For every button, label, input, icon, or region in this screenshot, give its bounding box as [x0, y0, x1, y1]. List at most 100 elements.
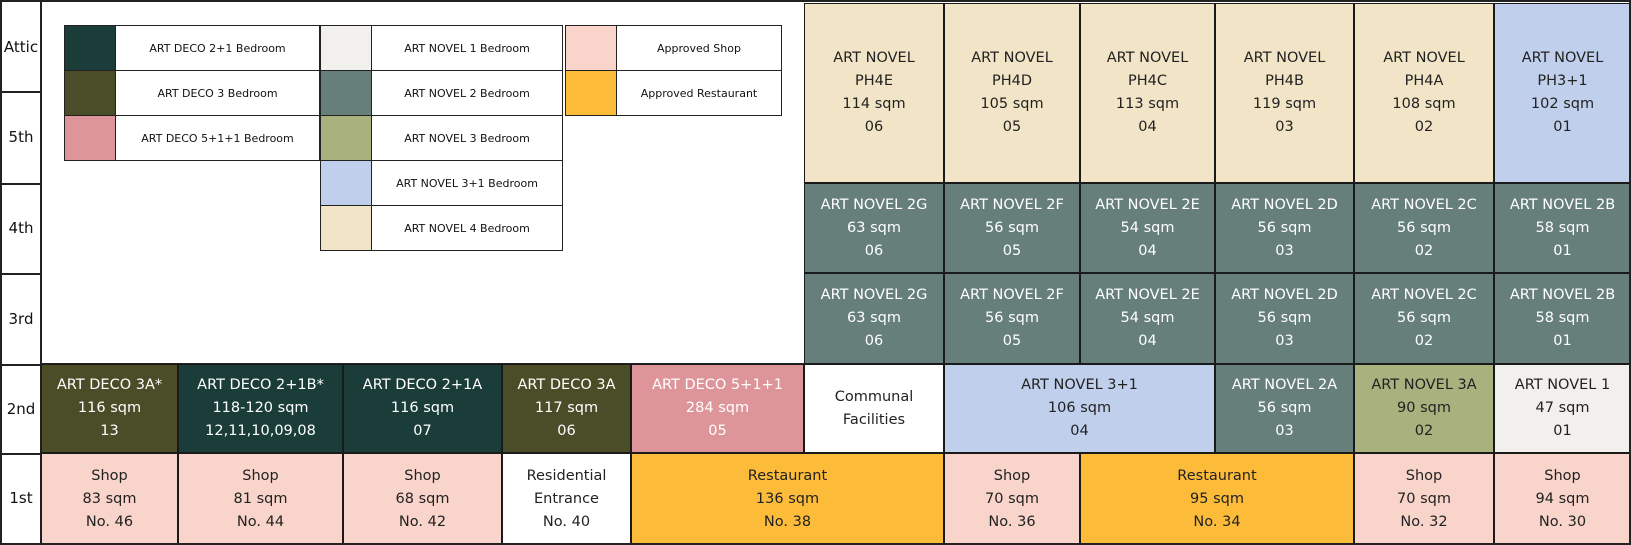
unit-line: No. 40: [542, 513, 591, 530]
unit-4-2d: ART NOVEL 2D 56 sqm 03: [1215, 183, 1354, 273]
unit-line: PH3+1: [1537, 73, 1588, 89]
unit-ph4b: ART NOVEL PH4B 119 sqm 03: [1215, 3, 1354, 183]
unit-line: ART DECO 2+1B*: [197, 377, 324, 393]
legend-swatch: [565, 25, 617, 71]
legend-swatch: [320, 160, 372, 206]
unit-line: 04: [1138, 242, 1157, 259]
unit-line: 136 sqm: [755, 490, 820, 507]
unit-line: 63 sqm: [847, 219, 901, 236]
unit-line: 106 sqm: [1047, 400, 1112, 416]
unit-d3a: ART DECO 3A 117 sqm 06: [502, 364, 631, 453]
unit-line: No. 38: [763, 513, 812, 530]
floor-column-divider: [40, 2, 42, 543]
unit-line: ART NOVEL 3A: [1371, 377, 1477, 393]
legend-label: Approved Shop: [616, 25, 782, 71]
floor-row-divider: [2, 91, 42, 93]
unit-line: ART NOVEL 2D: [1231, 287, 1338, 303]
unit-line: 56 sqm: [1257, 219, 1312, 236]
unit-line: PH4C: [1128, 73, 1167, 89]
unit-line: 56 sqm: [1257, 400, 1312, 416]
legend-swatch: [64, 25, 116, 71]
legend-label: ART NOVEL 1 Bedroom: [371, 25, 563, 71]
unit-line: Communal: [834, 388, 914, 405]
floor-row-divider: [2, 183, 42, 185]
unit-line: No. 44: [236, 513, 285, 530]
legend-swatch: [565, 70, 617, 116]
unit-line: Shop: [91, 467, 128, 484]
floor-row-divider: [2, 273, 42, 275]
unit-line: 06: [864, 119, 884, 135]
unit-line: 02: [1414, 423, 1434, 439]
unit-line: 03: [1275, 242, 1294, 259]
unit-line: Shop: [1405, 467, 1443, 484]
unit-3-2g: ART NOVEL 2G 63 sqm 06: [804, 273, 944, 364]
unit-line: ART NOVEL: [1243, 50, 1326, 66]
unit-d21a: ART DECO 2+1A 116 sqm 07: [343, 364, 502, 453]
unit-line: 105 sqm: [980, 96, 1044, 112]
unit-line: 83 sqm: [82, 490, 137, 507]
floor-row-divider: [2, 364, 42, 366]
unit-line: 02: [1414, 242, 1434, 259]
unit-line: 56 sqm: [985, 219, 1039, 236]
unit-line: 114 sqm: [842, 96, 906, 112]
unit-line: 70 sqm: [985, 490, 1039, 507]
unit-line: Residential: [526, 467, 607, 484]
unit-line: 116 sqm: [77, 400, 142, 416]
unit-line: 01: [1553, 119, 1572, 135]
unit-line: 05: [708, 423, 727, 439]
floor-label-5th: 5th: [2, 91, 40, 183]
unit-line: 01: [1553, 423, 1572, 439]
unit-line: 58 sqm: [1535, 219, 1590, 236]
unit-line: 03: [1275, 423, 1294, 439]
unit-ph4e: ART NOVEL PH4E 114 sqm 06: [804, 3, 944, 183]
legend-label: ART NOVEL 3+1 Bedroom: [371, 160, 563, 206]
unit-line: 113 sqm: [1115, 96, 1180, 112]
unit-line: 47 sqm: [1535, 400, 1590, 416]
unit-line: 05: [1002, 242, 1022, 259]
floor-label-1st: 1st: [2, 453, 40, 543]
second-floor-top-divider: [40, 363, 806, 365]
unit-line: 63 sqm: [847, 310, 901, 326]
unit-4-2b: ART NOVEL 2B 58 sqm 01: [1494, 183, 1631, 273]
unit-ph4c: ART NOVEL PH4C 113 sqm 04: [1080, 3, 1215, 183]
floor-label-attic: Attic: [2, 3, 40, 91]
unit-ph4d: ART NOVEL PH4D 105 sqm 05: [944, 3, 1080, 183]
unit-line: ART NOVEL 2G: [820, 196, 928, 213]
unit-line: 02: [1414, 333, 1434, 349]
legend-swatch: [320, 25, 372, 71]
unit-line: 06: [864, 333, 884, 349]
unit-line: ART NOVEL 2E: [1095, 196, 1200, 213]
unit-4-2f: ART NOVEL 2F 56 sqm 05: [944, 183, 1080, 273]
unit-s42: Shop 68 sqm No. 42: [343, 453, 502, 545]
unit-line: Restaurant: [747, 467, 828, 484]
unit-line: 56 sqm: [1397, 310, 1451, 326]
unit-s30: Shop 94 sqm No. 30: [1494, 453, 1631, 545]
unit-n31: ART NOVEL 3+1 106 sqm 04: [944, 364, 1215, 453]
unit-line: ART NOVEL 2B: [1509, 196, 1616, 213]
unit-line: 56 sqm: [1397, 219, 1451, 236]
unit-res: Residential Entrance No. 40: [502, 453, 631, 545]
unit-line: 81 sqm: [233, 490, 288, 507]
legend-label: Approved Restaurant: [616, 70, 782, 116]
legend-swatch: [64, 115, 116, 161]
unit-line: 04: [1070, 423, 1089, 439]
unit-d511: ART DECO 5+1+1 284 sqm 05: [631, 364, 804, 453]
unit-line: 108 sqm: [1392, 96, 1456, 112]
unit-line: ART NOVEL 2B: [1509, 287, 1616, 303]
legend-swatch: [320, 205, 372, 251]
unit-s36: Shop 70 sqm No. 36: [944, 453, 1080, 545]
unit-line: ART NOVEL: [1521, 50, 1604, 66]
unit-line: Shop: [242, 467, 279, 484]
unit-line: Entrance: [534, 490, 599, 507]
unit-3-2b: ART NOVEL 2B 58 sqm 01: [1494, 273, 1631, 364]
unit-line: PH4B: [1265, 73, 1304, 89]
unit-line: 56 sqm: [1257, 310, 1312, 326]
unit-line: 13: [100, 423, 119, 439]
unit-r34: Restaurant 95 sqm No. 34: [1080, 453, 1354, 545]
floor-row-divider: [2, 453, 42, 455]
unit-line: ART NOVEL 2E: [1095, 287, 1200, 303]
unit-line: ART NOVEL 2F: [960, 287, 1064, 303]
unit-line: ART NOVEL: [1383, 50, 1465, 66]
unit-line: 119 sqm: [1252, 96, 1317, 112]
